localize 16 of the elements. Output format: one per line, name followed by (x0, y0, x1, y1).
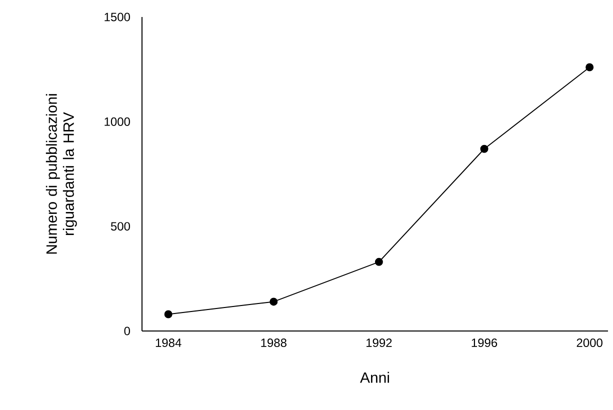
point (374, 258, 383, 266)
x-tick-label: 1992 (366, 338, 392, 348)
x-tick-label: 1996 (472, 338, 498, 348)
y-tick-label: 1000 (104, 117, 130, 126)
x-tick-label: 1988 (261, 338, 286, 348)
point (164, 310, 172, 318)
y-tick-label: 0 (124, 326, 130, 336)
x-tick-label: 2000 (576, 338, 602, 348)
point (480, 144, 488, 153)
y-tick-label: 1500 (104, 12, 130, 22)
point (270, 298, 278, 306)
y-tick-label: 500 (110, 222, 130, 231)
point (586, 63, 594, 72)
y-axis-title: Numero di pubblicazioni riguardanti la HRV (46, 94, 77, 254)
x-tick-label: 1984 (156, 338, 182, 348)
x-axis-title: Anni (360, 372, 389, 383)
